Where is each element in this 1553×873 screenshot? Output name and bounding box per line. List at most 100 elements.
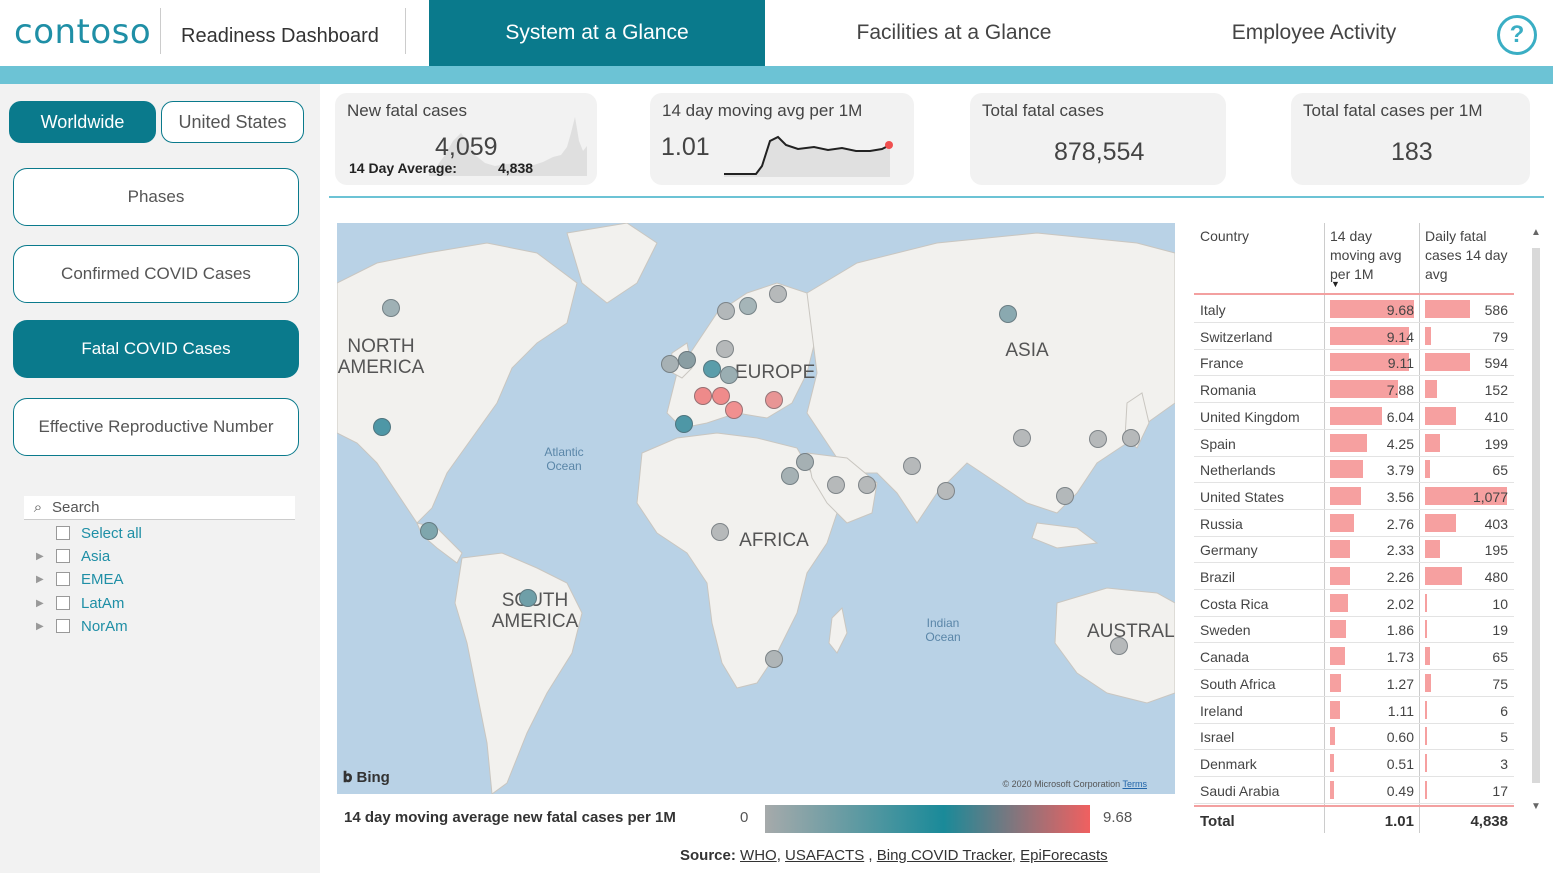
table-row[interactable]: Ireland 1.11 6 [1194, 697, 1514, 724]
scroll-down-icon[interactable]: ▼ [1531, 801, 1541, 812]
kpi-total-fatal-cases[interactable]: Total fatal cases 878,554 [970, 93, 1226, 185]
map-bubble[interactable] [1122, 429, 1140, 447]
column-header-country[interactable]: Country [1200, 228, 1250, 244]
kpi-new-fatal-cases[interactable]: New fatal cases 4,059 14 Day Average: 4,… [335, 93, 597, 185]
map-bubble[interactable] [675, 415, 693, 433]
map-bubble[interactable] [678, 351, 696, 369]
map-bubble[interactable] [717, 302, 735, 320]
map-bubble[interactable] [420, 522, 438, 540]
map-bubble[interactable] [739, 297, 757, 315]
source-link-who[interactable]: WHO [740, 847, 777, 864]
daily-avg-bar [1425, 513, 1456, 532]
checkbox[interactable] [56, 596, 70, 610]
fatal-cases-button[interactable]: Fatal COVID Cases [13, 320, 299, 378]
column-header-daily-avg[interactable]: Daily fatal cases 14 day avg [1425, 228, 1508, 282]
chevron-right-icon[interactable]: ▶ [36, 550, 44, 562]
tab-employee-activity[interactable]: Employee Activity [1231, 21, 1397, 44]
column-header-moving-avg[interactable]: 14 day moving avg per 1M [1330, 228, 1402, 282]
map-bubble[interactable] [765, 391, 783, 409]
map-bubble[interactable] [519, 589, 537, 607]
map-bubble[interactable] [703, 360, 721, 378]
table-row[interactable]: Italy 9.68 586 [1194, 296, 1514, 323]
sort-desc-icon[interactable]: ▼ [1331, 279, 1340, 289]
map-bubble[interactable] [716, 340, 734, 358]
map-bubble[interactable] [711, 523, 729, 541]
worldwide-toggle[interactable]: Worldwide [9, 101, 156, 143]
table-row[interactable]: Spain 4.25 199 [1194, 430, 1514, 457]
map-bubble[interactable] [827, 476, 845, 494]
map-bubble[interactable] [937, 482, 955, 500]
table-row[interactable]: United Kingdom 6.04 410 [1194, 403, 1514, 430]
table-row[interactable]: France 9.11 594 [1194, 349, 1514, 377]
map-bubble[interactable] [1013, 429, 1031, 447]
map-bubble[interactable] [725, 401, 743, 419]
map-bubble[interactable] [661, 355, 679, 373]
table-row[interactable]: Israel 0.60 5 [1194, 723, 1514, 751]
map-bubble[interactable] [712, 387, 730, 405]
map-bubble[interactable] [694, 387, 712, 405]
checkbox[interactable] [56, 619, 70, 633]
checkbox[interactable] [56, 572, 70, 586]
chevron-right-icon[interactable]: ▶ [36, 573, 44, 585]
map-bubble[interactable] [765, 650, 783, 668]
table-row[interactable]: Canada 1.73 65 [1194, 643, 1514, 671]
map-bubble[interactable] [1056, 487, 1074, 505]
map-bubble[interactable] [382, 299, 400, 317]
contoso-logo: contoso [14, 12, 152, 52]
kpi-moving-average[interactable]: 14 day moving avg per 1M 1.01 [650, 93, 914, 185]
map-bubble[interactable] [858, 476, 876, 494]
country-name: Saudi Arabia [1200, 782, 1280, 799]
united-states-toggle[interactable]: United States [161, 101, 304, 143]
table-scrollbar[interactable]: ▲ ▼ [1530, 223, 1542, 817]
table-row[interactable]: Netherlands 3.79 65 [1194, 456, 1514, 484]
table-total-row: Total 1.01 4,838 [1194, 805, 1514, 833]
table-row[interactable]: Russia 2.76 403 [1194, 510, 1514, 537]
chevron-right-icon[interactable]: ▶ [36, 597, 44, 609]
scroll-thumb[interactable] [1532, 248, 1540, 783]
map-bubble[interactable] [999, 305, 1017, 323]
map-bubble[interactable] [1110, 637, 1128, 655]
source-link-bing[interactable]: Bing COVID Tracker [876, 847, 1012, 864]
checkbox[interactable] [56, 549, 70, 563]
region-item-noram[interactable]: ▶ NorAm [36, 617, 128, 635]
reproductive-number-button[interactable]: Effective Reproductive Number [13, 398, 299, 456]
region-search-input[interactable]: ⌕ Search [24, 496, 295, 520]
terms-link[interactable]: Terms [1122, 779, 1148, 789]
table-row[interactable]: Romania 7.88 152 [1194, 376, 1514, 404]
world-map[interactable]: NORTH AMERICA EUROPE ASIA AFRICA SOUTH A… [337, 223, 1175, 794]
confirmed-cases-button[interactable]: Confirmed COVID Cases [13, 245, 299, 303]
phases-button[interactable]: Phases [13, 168, 299, 226]
map-bubble[interactable] [903, 457, 921, 475]
map-bubble[interactable] [769, 285, 787, 303]
table-row[interactable]: Germany 2.33 195 [1194, 536, 1514, 564]
table-row[interactable]: Costa Rica 2.02 10 [1194, 590, 1514, 617]
region-item-emea[interactable]: ▶ EMEA [36, 570, 124, 588]
checkbox[interactable] [56, 526, 70, 540]
table-row[interactable]: Saudi Arabia 0.49 17 [1194, 777, 1514, 804]
map-bubble[interactable] [1089, 430, 1107, 448]
table-row[interactable]: United States 3.56 1,077 [1194, 483, 1514, 510]
select-all-item[interactable]: Select all [36, 522, 142, 544]
country-name: Ireland [1200, 702, 1243, 719]
map-bubble[interactable] [796, 453, 814, 471]
table-row[interactable]: Brazil 2.26 480 [1194, 563, 1514, 590]
table-row[interactable]: Switzerland 9.14 79 [1194, 323, 1514, 350]
source-link-epiforecasts[interactable]: EpiForecasts [1020, 847, 1108, 864]
help-icon[interactable]: ? [1497, 15, 1537, 55]
tab-facilities-at-a-glance[interactable]: Facilities at a Glance [856, 21, 1052, 44]
daily-avg-value: 17 [1492, 782, 1508, 799]
table-row[interactable]: Denmark 0.51 3 [1194, 750, 1514, 777]
kpi-total-fatal-per-1m[interactable]: Total fatal cases per 1M 183 [1291, 93, 1530, 185]
map-bubble[interactable] [720, 366, 738, 384]
chevron-right-icon[interactable]: ▶ [36, 620, 44, 632]
tab-system-at-a-glance[interactable]: System at a Glance [429, 0, 765, 66]
map-bubble[interactable] [373, 418, 391, 436]
table-row[interactable]: Sweden 1.86 19 [1194, 616, 1514, 644]
source-link-usafacts[interactable]: USAFACTS [785, 847, 865, 864]
region-item-asia[interactable]: ▶ Asia [36, 547, 111, 565]
region-item-latam[interactable]: ▶ LatAm [36, 594, 125, 612]
scroll-up-icon[interactable]: ▲ [1531, 227, 1541, 238]
map-bubble[interactable] [781, 467, 799, 485]
table-row[interactable]: South Africa 1.27 75 [1194, 670, 1514, 697]
daily-avg-bar [1425, 433, 1441, 452]
